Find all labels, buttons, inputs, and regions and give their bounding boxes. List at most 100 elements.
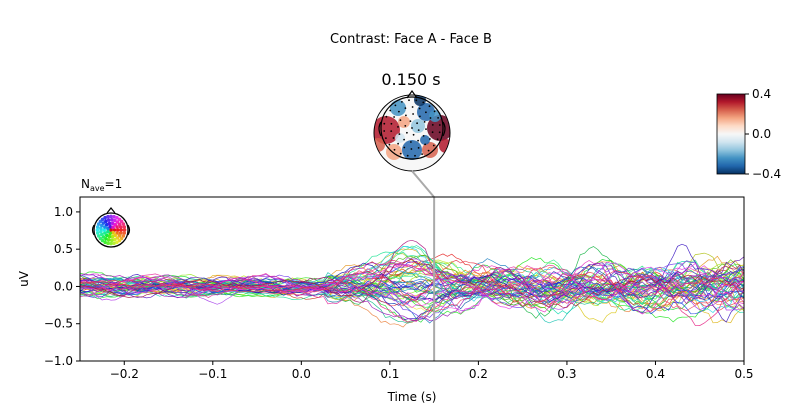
legend-sensor-dot bbox=[95, 231, 100, 235]
sensor-dot bbox=[436, 138, 439, 141]
channel-trace bbox=[80, 259, 744, 304]
legend-sensor-dot bbox=[110, 238, 114, 242]
topomap-blob bbox=[386, 144, 402, 160]
legend-sensor-dot bbox=[122, 225, 127, 229]
legend-sensor-dot bbox=[110, 234, 115, 239]
legend-sensor-dot bbox=[121, 234, 126, 238]
sensor-dot bbox=[425, 128, 427, 131]
legend-sensor-dot bbox=[112, 241, 116, 246]
legend-sensor-dot bbox=[108, 224, 112, 229]
sensor-dot bbox=[431, 131, 434, 134]
sensor-dot bbox=[416, 122, 418, 125]
sensor-dot bbox=[411, 127, 413, 129]
legend-sensor-dot bbox=[100, 217, 105, 222]
y-tick-label: 0.5 bbox=[54, 242, 73, 256]
legend-sensor-dot bbox=[98, 236, 103, 241]
x-tick-label: 0.0 bbox=[292, 367, 311, 381]
legend-sensor-dot bbox=[103, 215, 107, 220]
legend-sensor-dot bbox=[102, 228, 106, 232]
sensor-dot bbox=[397, 126, 399, 128]
sensor-dot bbox=[415, 99, 418, 102]
sensor-dot bbox=[398, 133, 401, 136]
legend-sensor-dot bbox=[103, 231, 107, 235]
colorbar: 0.4 0.0 −0.4 bbox=[716, 87, 781, 181]
colorbar-tick-label: 0.0 bbox=[752, 127, 771, 141]
sensor-dot bbox=[399, 152, 402, 155]
legend-sensor-dot bbox=[115, 215, 119, 220]
channel-trace bbox=[80, 260, 744, 315]
sensor-dot bbox=[428, 105, 431, 108]
legend-sensor-dot bbox=[117, 238, 122, 243]
legend-sensor-dot bbox=[106, 238, 111, 242]
sensor-dot bbox=[424, 143, 426, 146]
sensor-dot bbox=[403, 146, 406, 149]
legend-sensor-dot bbox=[115, 240, 119, 245]
sensor-dot bbox=[390, 122, 393, 125]
legend-sensor-dot bbox=[110, 221, 115, 226]
sensor-legend bbox=[91, 207, 131, 248]
legend-sensor-dot bbox=[103, 240, 107, 245]
sensor-dot bbox=[410, 141, 412, 143]
channel-trace bbox=[80, 245, 744, 315]
channel-traces bbox=[80, 239, 744, 328]
legend-sensor-dot bbox=[122, 231, 127, 235]
sensor-dot bbox=[397, 142, 399, 145]
colorbar-tick-label: 0.4 bbox=[752, 87, 771, 101]
legend-sensor-dot bbox=[99, 226, 103, 231]
legend-sensor-dot bbox=[113, 233, 117, 238]
topomap-blob bbox=[374, 116, 400, 144]
sensor-dot bbox=[429, 117, 432, 119]
legend-sensor-dot bbox=[118, 225, 123, 229]
sensor-dot bbox=[383, 122, 386, 125]
sensor-dot bbox=[409, 120, 412, 123]
legend-sensor-dot bbox=[95, 225, 100, 229]
nose-icon bbox=[406, 89, 418, 99]
channel-trace bbox=[80, 266, 744, 310]
plot-frame bbox=[79, 196, 745, 362]
nave-label: Nave=1 bbox=[81, 177, 122, 193]
sensor-dot bbox=[427, 149, 430, 152]
legend-sensor-dot bbox=[105, 222, 109, 227]
y-tick-label: 1.0 bbox=[54, 205, 73, 219]
x-tick-label: −0.2 bbox=[110, 367, 139, 381]
legend-sensor-dot bbox=[106, 241, 110, 246]
topomap-sensors bbox=[383, 99, 441, 157]
sensor-dot bbox=[389, 109, 392, 112]
channel-trace bbox=[80, 245, 744, 308]
legend-sensor-dot bbox=[112, 237, 117, 242]
y-tick-label: 0.0 bbox=[54, 279, 73, 293]
figure-title: Contrast: Face A - Face B bbox=[330, 32, 492, 47]
legend-sensor-dot bbox=[99, 229, 103, 234]
sensor-dot bbox=[437, 117, 439, 119]
x-tick-label: 0.5 bbox=[734, 367, 753, 381]
sensor-dot bbox=[433, 110, 436, 113]
legend-sensor-dot bbox=[111, 225, 115, 230]
sensor-dot bbox=[385, 115, 388, 118]
x-tick-label: 0.2 bbox=[469, 367, 488, 381]
right-ear-icon bbox=[442, 121, 446, 137]
sensor-dot bbox=[388, 143, 391, 146]
channel-trace bbox=[80, 260, 744, 299]
x-axis-label: Time (s) bbox=[387, 390, 437, 404]
topomap-connector bbox=[411, 170, 435, 198]
legend-sensor-dot bbox=[112, 228, 117, 232]
y-tick-label: −1.0 bbox=[44, 354, 73, 368]
legend-sensor-dot bbox=[104, 237, 108, 241]
legend-sensor-dot bbox=[106, 214, 110, 219]
sensor-dot bbox=[425, 111, 427, 114]
sensor-dot bbox=[414, 154, 416, 157]
legend-nose-icon bbox=[106, 207, 116, 214]
sensor-dot bbox=[394, 104, 397, 107]
legend-sensor-dot bbox=[106, 218, 111, 222]
legend-sensor-dot bbox=[112, 218, 117, 223]
sensor-dot bbox=[412, 133, 415, 136]
x-tick-label: 0.3 bbox=[557, 367, 576, 381]
channel-trace bbox=[80, 259, 744, 312]
sensor-dot bbox=[417, 139, 419, 142]
x-tick-label: −0.1 bbox=[198, 367, 227, 381]
topomap-blob bbox=[411, 119, 425, 133]
legend-sensor-dot bbox=[109, 214, 113, 219]
legend-sensor-dot bbox=[115, 236, 120, 240]
sensor-dot bbox=[383, 130, 386, 132]
